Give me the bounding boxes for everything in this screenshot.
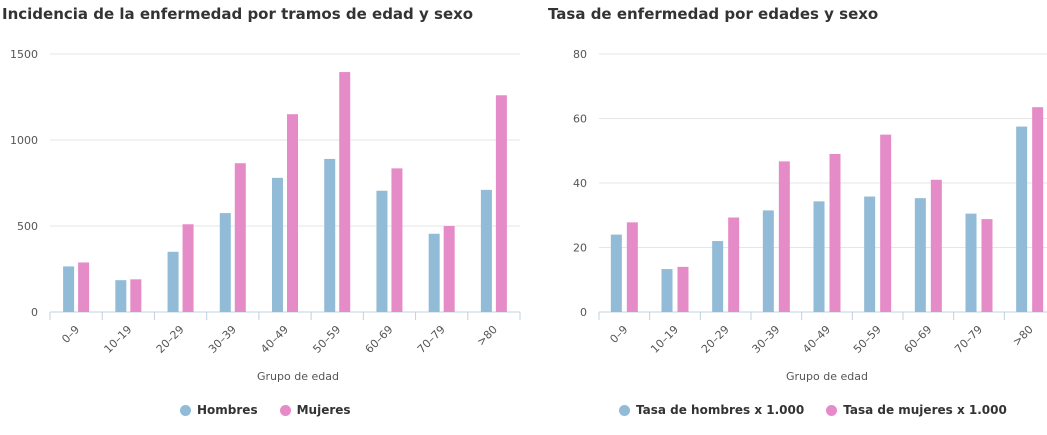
x-tick-label: 50–59 [851,323,884,356]
legend-label: Tasa de hombres x 1.000 [636,403,805,417]
legend-item-mujeres[interactable]: Mujeres [279,403,351,417]
y-tick-label: 20 [573,242,587,255]
legend-dot-icon [826,404,838,416]
x-tick-label: 30–39 [750,323,783,356]
legend-dot-icon [279,404,291,416]
bar-hombres-5[interactable] [864,196,876,312]
bar-hombres-5[interactable] [324,158,336,312]
bar-mujeres-0[interactable] [626,222,638,312]
chart-title: Tasa de enfermedad por edades y sexo [548,5,879,23]
bar-mujeres-3[interactable] [778,161,790,312]
legend-dot-icon [180,404,191,416]
legend-label: Hombres [197,403,258,417]
bar-hombres-0[interactable] [63,266,75,312]
bar-mujeres-6[interactable] [930,179,942,312]
x-tick-label: >80 [474,323,500,349]
legend-item-hombres[interactable]: Hombres [180,403,258,417]
chart-title: Incidencia de la enfermedad por tramos d… [2,5,474,23]
x-tick-label: 70–79 [415,323,448,356]
x-tick-label: 60–69 [363,323,396,356]
x-tick-label: 60–69 [902,323,935,356]
bar-hombres-3[interactable] [219,213,231,312]
bar-hombres-2[interactable] [167,251,179,312]
chart-panel-tasa: Tasa de enfermedad por edades y sexo 0 20… [545,0,1047,435]
bar-hombres-7[interactable] [428,233,440,312]
bar-mujeres-2[interactable] [182,224,194,312]
bar-mujeres-5[interactable] [339,72,351,312]
bar-hombres-8[interactable] [1016,126,1028,312]
y-tick-label: 1500 [10,48,38,61]
bar-mujeres-1[interactable] [130,279,142,312]
bar-hombres-0[interactable] [610,234,622,312]
bar-chart-tasa: 0 20 40 60 80 0–9 10–19 20–29 30–39 40–49 50–59 60–… [573,48,1047,383]
bar-mujeres-5[interactable] [880,134,892,312]
bar-mujeres-7[interactable] [981,219,993,312]
x-tick-label: 70–79 [952,323,985,356]
bar-chart-incidencia: 0 500 1000 1500 0–9 10–19 20–29 30–39 40–49 50–59… [10,48,521,383]
y-tick-label: 80 [573,48,587,61]
y-tick-label: 40 [573,177,587,190]
bar-hombres-3[interactable] [762,210,774,312]
x-tick-label: 40–49 [800,323,833,356]
x-tick-label: 10–19 [648,323,681,356]
bar-mujeres-8[interactable] [1032,107,1044,313]
x-tick-label: 20–29 [699,323,732,356]
legend-label: Mujeres [296,403,351,417]
y-tick-label: 0 [31,306,38,319]
y-tick-label: 0 [580,306,587,319]
bar-mujeres-3[interactable] [234,163,246,312]
x-tick-label: 0–9 [607,323,630,346]
bar-hombres-6[interactable] [914,198,926,312]
bar-hombres-2[interactable] [712,241,724,312]
y-tick-label: 60 [573,113,587,126]
bar-mujeres-8[interactable] [495,95,507,312]
x-tick-label: >80 [1010,323,1036,349]
x-axis-title: Grupo de edad [257,370,339,383]
legend-item-tasa-hombres[interactable]: Tasa de hombres x 1.000 [619,403,804,417]
x-tick-label: 50–59 [310,323,343,356]
bar-mujeres-4[interactable] [829,153,841,312]
bar-hombres-1[interactable] [115,280,127,312]
legend-label: Tasa de mujeres x 1.000 [843,403,1007,417]
bar-hombres-8[interactable] [480,189,492,312]
y-tick-label: 500 [17,220,38,233]
bar-hombres-6[interactable] [376,190,388,312]
legend-item-tasa-mujeres[interactable]: Tasa de mujeres x 1.000 [826,403,1007,417]
x-axis-title: Grupo de edad [786,370,868,383]
x-tick-label: 10–19 [102,323,135,356]
bar-mujeres-7[interactable] [443,226,455,312]
bar-mujeres-6[interactable] [391,168,403,312]
chart-panel-incidencia: Incidencia de la enfermedad por tramos d… [2,5,521,417]
legend-dot-icon [619,404,630,416]
legend: Tasa de hombres x 1.000 Tasa de mujeres … [619,403,1007,417]
bar-hombres-4[interactable] [272,177,283,312]
x-tick-label: 20–29 [154,323,187,356]
bar-mujeres-0[interactable] [78,262,90,312]
x-tick-label: 40–49 [258,323,291,356]
bar-hombres-4[interactable] [813,201,825,312]
y-tick-label: 1000 [10,134,38,147]
bar-mujeres-4[interactable] [287,114,298,312]
bar-hombres-1[interactable] [661,269,673,312]
bar-mujeres-1[interactable] [677,266,689,312]
x-tick-label: 0–9 [59,323,82,346]
legend: Hombres Mujeres [180,403,351,417]
x-tick-label: 30–39 [206,323,239,356]
bar-mujeres-2[interactable] [728,217,740,312]
bar-hombres-7[interactable] [965,213,977,312]
